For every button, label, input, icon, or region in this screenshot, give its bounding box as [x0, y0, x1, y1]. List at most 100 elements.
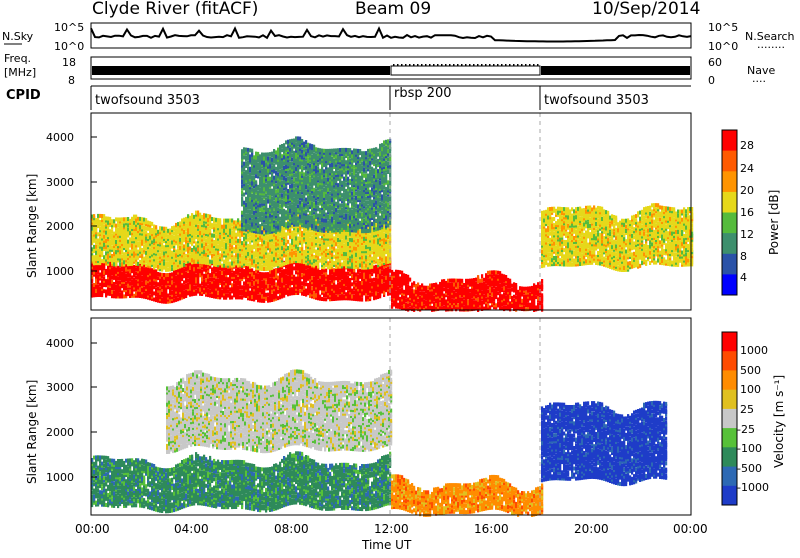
power-cell — [141, 217, 143, 221]
power-cell — [419, 295, 421, 299]
power-cell — [305, 228, 307, 232]
power-cell — [335, 295, 337, 299]
power-cell — [375, 277, 377, 281]
power-cell — [167, 258, 169, 262]
nsky-tick-low: 10^0 — [54, 40, 84, 53]
power-cell — [229, 253, 231, 257]
freq-tick-low: 8 — [68, 74, 75, 87]
power-cell — [223, 281, 225, 285]
power-cell — [351, 282, 353, 286]
power-cell — [185, 231, 187, 235]
power-cell — [381, 283, 383, 287]
power-cell — [215, 218, 217, 222]
power-cell — [97, 249, 99, 253]
power-cell — [155, 296, 157, 300]
power-cell — [165, 262, 167, 266]
power-cell — [445, 299, 447, 303]
power-cell — [185, 284, 187, 288]
power-cell — [143, 222, 145, 226]
power-cell — [267, 284, 269, 288]
power-cell — [183, 285, 185, 289]
power-cell — [157, 252, 159, 256]
power-cell — [191, 213, 193, 217]
power-cell — [131, 280, 133, 284]
power-cell — [265, 267, 267, 271]
power-cell — [391, 299, 393, 303]
power-cell — [307, 257, 309, 261]
power-cell — [447, 289, 449, 293]
power-cell — [483, 282, 485, 286]
power-cell — [215, 278, 217, 282]
power-cell — [171, 291, 173, 295]
power-cell — [293, 275, 295, 279]
power-cell — [111, 290, 113, 294]
power-cell — [537, 303, 539, 307]
power-cell — [167, 285, 169, 289]
power-cell — [223, 264, 225, 268]
power-cell — [541, 279, 543, 283]
power-cell — [193, 286, 195, 290]
power-cell — [249, 253, 251, 257]
power-cell — [459, 297, 461, 301]
power-cell — [423, 304, 425, 308]
power-cell — [325, 269, 327, 273]
power-cell — [209, 294, 211, 298]
power-cell — [229, 292, 231, 296]
power-cell — [187, 279, 189, 283]
power-cell — [291, 231, 293, 235]
power-cell — [209, 273, 211, 277]
power-cell — [115, 261, 117, 265]
power-cell — [197, 288, 199, 292]
power-cell — [121, 254, 123, 258]
power-cell — [153, 298, 155, 302]
power-cell — [391, 284, 393, 288]
power-cell — [255, 264, 257, 268]
power-cell — [173, 232, 175, 236]
power-cell — [231, 227, 233, 231]
power-cell — [145, 226, 147, 230]
power-cell — [451, 299, 453, 303]
power-cell — [119, 263, 121, 267]
power-cell — [189, 216, 191, 220]
power-cell — [209, 260, 211, 264]
power-cell — [163, 251, 165, 255]
power-cell — [505, 285, 507, 289]
power-cell — [313, 277, 315, 281]
power-cell — [123, 224, 125, 228]
power-cell — [161, 291, 163, 295]
power-cell — [219, 218, 221, 222]
power-cell — [359, 273, 361, 277]
power-cell — [137, 250, 139, 254]
power-cell — [495, 270, 497, 274]
power-cell — [253, 260, 255, 264]
power-cell — [179, 260, 181, 264]
power-cell — [265, 272, 267, 276]
power-cell — [183, 244, 185, 248]
power-cell — [217, 218, 219, 222]
power-cell — [147, 221, 149, 225]
power-cell — [95, 218, 97, 222]
power-cell — [131, 217, 133, 221]
power-cell — [333, 283, 335, 287]
power-cell — [225, 294, 227, 298]
power-cell — [505, 275, 507, 279]
power-cell — [497, 302, 499, 306]
power-cell — [461, 297, 463, 301]
power-cell — [359, 269, 361, 273]
power-cell — [137, 241, 139, 245]
power-cell — [105, 289, 107, 293]
power-cell — [395, 270, 397, 274]
power-cell — [513, 282, 515, 286]
nsearch-legend: ........ — [757, 38, 785, 51]
power-cell — [283, 231, 285, 235]
power-cell — [325, 273, 327, 277]
power-cell — [369, 283, 371, 287]
power-cell — [127, 227, 129, 231]
power-cell — [267, 297, 269, 301]
power-cell — [509, 301, 511, 305]
power-cell — [287, 276, 289, 280]
power-cell — [353, 295, 355, 299]
power-cell — [487, 304, 489, 308]
power-cell — [407, 285, 409, 289]
power-cell — [121, 226, 123, 230]
